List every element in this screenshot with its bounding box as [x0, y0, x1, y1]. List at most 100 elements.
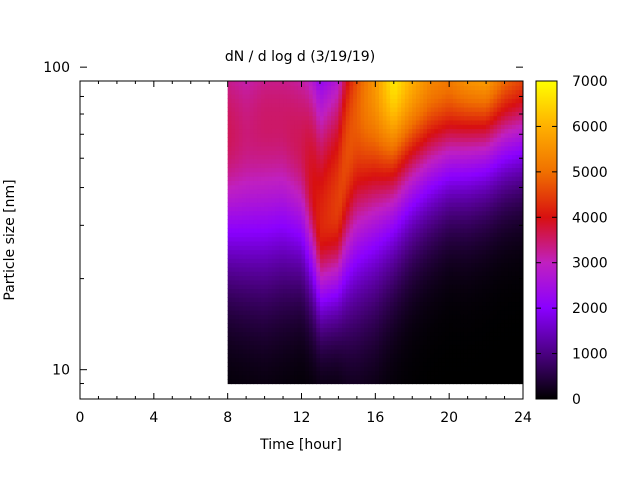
heatmap-cell [297, 85, 303, 91]
heatmap-cell [430, 262, 435, 268]
heatmap-cell [467, 145, 472, 151]
heatmap-cell [475, 253, 480, 259]
heatmap-cell [342, 288, 347, 294]
heatmap-cell [397, 357, 402, 363]
heatmap-cell [364, 314, 369, 320]
heatmap-cell [427, 206, 432, 212]
heatmap-cell [367, 176, 373, 181]
heatmap-cell [441, 297, 447, 303]
heatmap-cell [467, 197, 472, 203]
heatmap-cell [231, 258, 236, 264]
heatmap-cell [227, 327, 232, 333]
heatmap-cell [338, 227, 343, 233]
heatmap-cell [246, 335, 251, 341]
heatmap-cell [286, 128, 292, 134]
heatmap-cell [353, 197, 358, 203]
heatmap-cell [463, 292, 469, 298]
heatmap-cell [430, 89, 435, 95]
heatmap-cell [408, 219, 413, 225]
heatmap-cell [331, 150, 336, 156]
heatmap-cell [290, 245, 295, 251]
heatmap-cell [235, 366, 240, 372]
heatmap-cell [408, 348, 413, 354]
heatmap-cell [271, 128, 277, 134]
heatmap-cell [397, 361, 402, 367]
heatmap-cell [305, 297, 310, 303]
heatmap-cell [294, 292, 299, 298]
heatmap-cell [475, 245, 480, 251]
heatmap-cell [445, 171, 450, 177]
heatmap-cell [401, 189, 406, 194]
heatmap-cell [257, 292, 262, 298]
heatmap-cell [253, 124, 258, 130]
heatmap-cell [452, 297, 458, 303]
heatmap-cell [342, 323, 347, 328]
heatmap-cell [427, 102, 432, 108]
heatmap-cell [452, 262, 458, 268]
heatmap-cell [327, 348, 332, 354]
heatmap-cell [331, 189, 336, 194]
heatmap-cell [334, 284, 340, 290]
heatmap-cell [371, 348, 376, 354]
heatmap-cell [360, 189, 365, 194]
heatmap-cell [238, 318, 244, 324]
heatmap-cell [423, 236, 428, 242]
heatmap-cell [393, 271, 399, 277]
heatmap-cell [268, 210, 273, 216]
heatmap-cell [467, 98, 472, 104]
heatmap-cell [438, 305, 443, 311]
heatmap-cell [438, 180, 443, 186]
heatmap-cell [342, 210, 347, 216]
heatmap-cell [231, 301, 236, 307]
heatmap-cell [316, 124, 321, 130]
heatmap-cell [471, 331, 476, 337]
heatmap-cell [375, 124, 380, 130]
heatmap-cell [423, 361, 428, 367]
heatmap-cell [345, 357, 351, 363]
heatmap-cell [397, 327, 402, 333]
heatmap-cell [353, 249, 358, 255]
heatmap-cell [445, 184, 450, 190]
heatmap-cell [456, 318, 461, 324]
heatmap-cell [415, 266, 421, 272]
heatmap-cell [242, 145, 247, 151]
heatmap-cell [463, 154, 469, 160]
heatmap-cell [404, 189, 410, 194]
heatmap-cell [264, 344, 269, 350]
heatmap-cell [434, 245, 439, 251]
heatmap-cell [456, 176, 461, 181]
heatmap-cell [367, 288, 373, 294]
heatmap-cell [379, 262, 384, 268]
heatmap-cell [235, 318, 240, 324]
heatmap-cell [449, 202, 454, 207]
heatmap-cell [264, 167, 269, 173]
heatmap-cell [441, 180, 447, 186]
heatmap-cell [294, 370, 299, 376]
heatmap-cell [478, 163, 483, 169]
heatmap-cell [301, 370, 306, 376]
heatmap-cell [257, 202, 262, 207]
heatmap-cell [371, 305, 376, 311]
heatmap-cell [456, 258, 461, 264]
heatmap-cell [327, 331, 332, 337]
heatmap-cell [404, 171, 410, 177]
heatmap-cell [235, 132, 240, 138]
heatmap-cell [242, 253, 247, 259]
heatmap-cell [356, 344, 362, 350]
heatmap-cell [268, 219, 273, 225]
heatmap-cell [367, 361, 373, 367]
heatmap-cell [323, 154, 328, 160]
heatmap-cell [489, 284, 495, 290]
heatmap-cell [460, 227, 465, 233]
heatmap-cell [331, 137, 336, 143]
heatmap-cell [235, 106, 240, 112]
heatmap-cell [349, 132, 354, 138]
heatmap-cell [253, 318, 258, 324]
heatmap-cell [438, 361, 443, 367]
heatmap-cell [305, 115, 310, 121]
heatmap-cell [367, 202, 373, 207]
heatmap-cell [360, 227, 365, 233]
heatmap-cell [253, 266, 258, 272]
heatmap-cell [364, 141, 369, 147]
heatmap-cell [393, 301, 399, 307]
